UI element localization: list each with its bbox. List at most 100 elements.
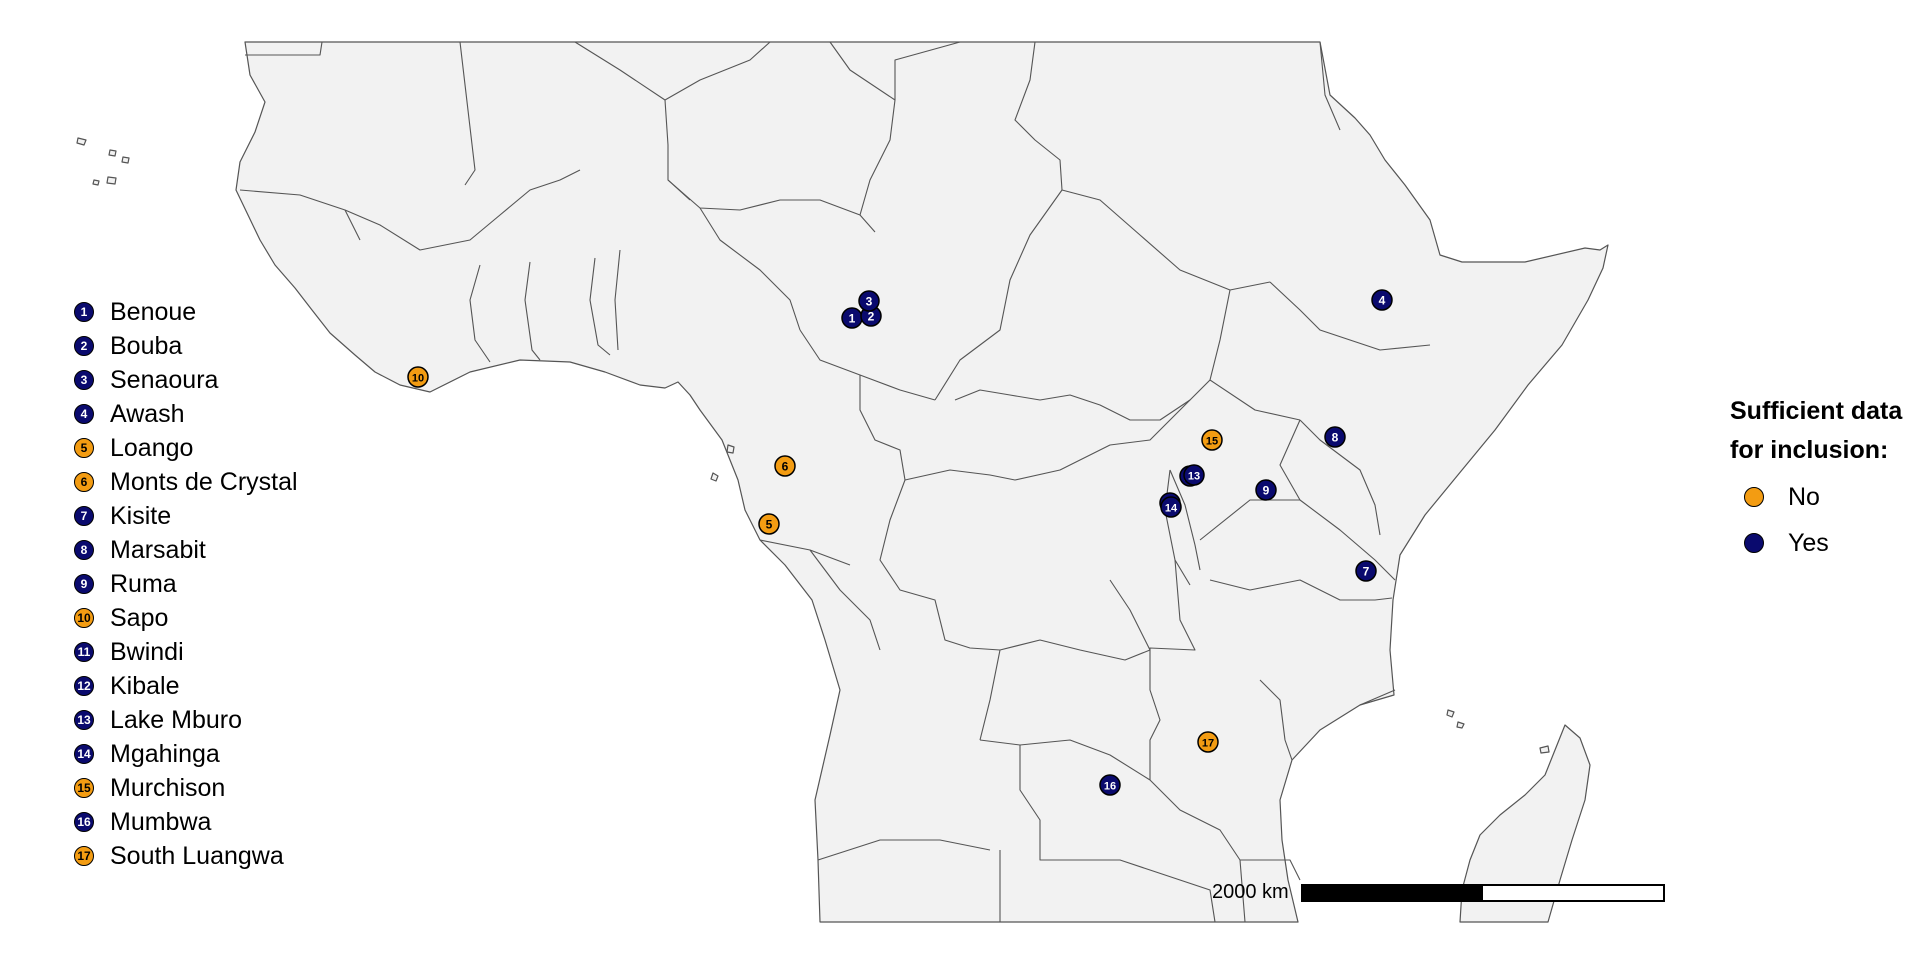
legend-no-label: No: [1788, 482, 1820, 511]
scale-bar: 2000 km: [1212, 881, 1665, 904]
site-marker-circle: [1099, 774, 1121, 796]
site-legend-item: 2 Bouba: [74, 329, 298, 363]
legend-title-line2: for inclusion:: [1730, 436, 1889, 464]
site-marker-label: 13: [1188, 471, 1200, 483]
site-number-badge: 6: [74, 472, 94, 492]
site-marker-circle: [407, 366, 429, 388]
legend-row-yes: Yes: [1744, 520, 1902, 566]
site-legend-item: 1 Benoue: [74, 295, 298, 329]
site-legend-item: 14 Mgahinga: [74, 737, 298, 771]
site-legend-item: 10 Sapo: [74, 601, 298, 635]
site-number-badge: 4: [74, 404, 94, 424]
land-island-capeverde5: [106, 176, 117, 185]
site-marker-circle: [758, 513, 780, 535]
site-marker-10: 10: [407, 366, 429, 388]
site-marker-label: 15: [1206, 436, 1218, 448]
site-legend-item: 12 Kibale: [74, 669, 298, 703]
site-number-badge: 10: [74, 608, 94, 628]
site-marker-circle: [858, 290, 880, 312]
site-number-badge: 13: [74, 710, 94, 730]
site-marker-3: 3: [858, 290, 880, 312]
site-marker-label: 7: [1363, 565, 1370, 579]
site-marker-7: 7: [1355, 560, 1377, 582]
site-number-badge: 11: [74, 642, 94, 662]
land-island-seychelles: [1539, 745, 1550, 754]
site-name: Murchison: [110, 773, 226, 802]
site-marker-14: 14: [1160, 496, 1182, 518]
site-marker-1: 1: [841, 307, 863, 329]
site-name: Kisite: [110, 501, 172, 530]
land-island-comoros2: [1456, 721, 1465, 729]
scale-bar-white-segment: [1482, 885, 1663, 900]
site-name: Monts de Crystal: [110, 467, 298, 496]
site-marker-6: 6: [774, 455, 796, 477]
site-marker-label: 6: [782, 460, 789, 474]
site-name: Kibale: [110, 671, 180, 700]
scale-bar-black-segment: [1302, 885, 1483, 900]
site-name: Awash: [110, 399, 185, 428]
legend-row-no: No: [1744, 474, 1902, 520]
land-island-comoros1: [1446, 709, 1455, 718]
legend-title-line1: Sufficient data: [1730, 397, 1903, 425]
site-number-badge: 2: [74, 336, 94, 356]
site-legend: 1 Benoue 2 Bouba 3 Senaoura 4 Awash 5 Loango 6 Mont…: [74, 295, 298, 873]
site-name: Loango: [110, 433, 194, 462]
site-marker-circle: [1160, 496, 1182, 518]
site-marker-circle: [1255, 479, 1277, 501]
site-legend-item: 16 Mumbwa: [74, 805, 298, 839]
site-name: Mgahinga: [110, 739, 220, 768]
site-marker-label: 17: [1202, 738, 1214, 750]
land-island-capeverde4: [92, 179, 100, 186]
site-number-badge: 3: [74, 370, 94, 390]
land-island-bioko: [726, 444, 735, 454]
site-legend-item: 9 Ruma: [74, 567, 298, 601]
land-island-capeverde1: [76, 137, 87, 146]
site-legend-item: 7 Kisite: [74, 499, 298, 533]
scale-bar-label: 2000 km: [1212, 881, 1289, 903]
site-number-badge: 5: [74, 438, 94, 458]
site-marker-8: 8: [1324, 426, 1346, 448]
inclusion-legend: Sufficient data for inclusion: No Yes: [1730, 392, 1902, 566]
site-number-badge: 8: [74, 540, 94, 560]
site-name: Benoue: [110, 297, 197, 326]
site-marker-circle: [1324, 426, 1346, 448]
site-marker-circle: [1183, 464, 1205, 486]
site-name: Ruma: [110, 569, 177, 598]
site-number-badge: 7: [74, 506, 94, 526]
site-name: Senaoura: [110, 365, 219, 394]
site-marker-9: 9: [1255, 479, 1277, 501]
site-name: Mumbwa: [110, 807, 212, 836]
site-legend-item: 8 Marsabit: [74, 533, 298, 567]
site-number-badge: 17: [74, 846, 94, 866]
scale-bar-graphic: [1300, 883, 1665, 902]
site-marker-label: 1: [849, 312, 856, 326]
site-number-badge: 14: [74, 744, 94, 764]
land-island-capeverde3: [121, 156, 130, 164]
site-number-badge: 15: [74, 778, 94, 798]
site-number-badge: 16: [74, 812, 94, 832]
land-madagascar: [1459, 724, 1591, 923]
site-name: Lake Mburo: [110, 705, 243, 734]
site-number-badge: 12: [74, 676, 94, 696]
site-marker-5: 5: [758, 513, 780, 535]
site-marker-label: 2: [868, 310, 875, 324]
legend-yes-label: Yes: [1788, 528, 1829, 557]
site-marker-label: 10: [412, 373, 424, 385]
site-marker-4: 4: [1371, 289, 1393, 311]
site-marker-label: 9: [1263, 484, 1270, 498]
site-marker-13: 13: [1183, 464, 1205, 486]
site-marker-circle: [1355, 560, 1377, 582]
site-marker-circle: [774, 455, 796, 477]
site-legend-item: 17 South Luangwa: [74, 839, 298, 873]
country-borders: [239, 41, 1431, 923]
legend-yes-swatch: [1744, 533, 1764, 553]
site-name: Bwindi: [110, 637, 184, 666]
site-marker-15: 15: [1201, 429, 1223, 451]
site-marker-circle: [1197, 731, 1219, 753]
site-marker-label: 5: [766, 518, 773, 532]
site-legend-item: 4 Awash: [74, 397, 298, 431]
site-legend-item: 5 Loango: [74, 431, 298, 465]
legend-no-swatch: [1744, 487, 1764, 507]
